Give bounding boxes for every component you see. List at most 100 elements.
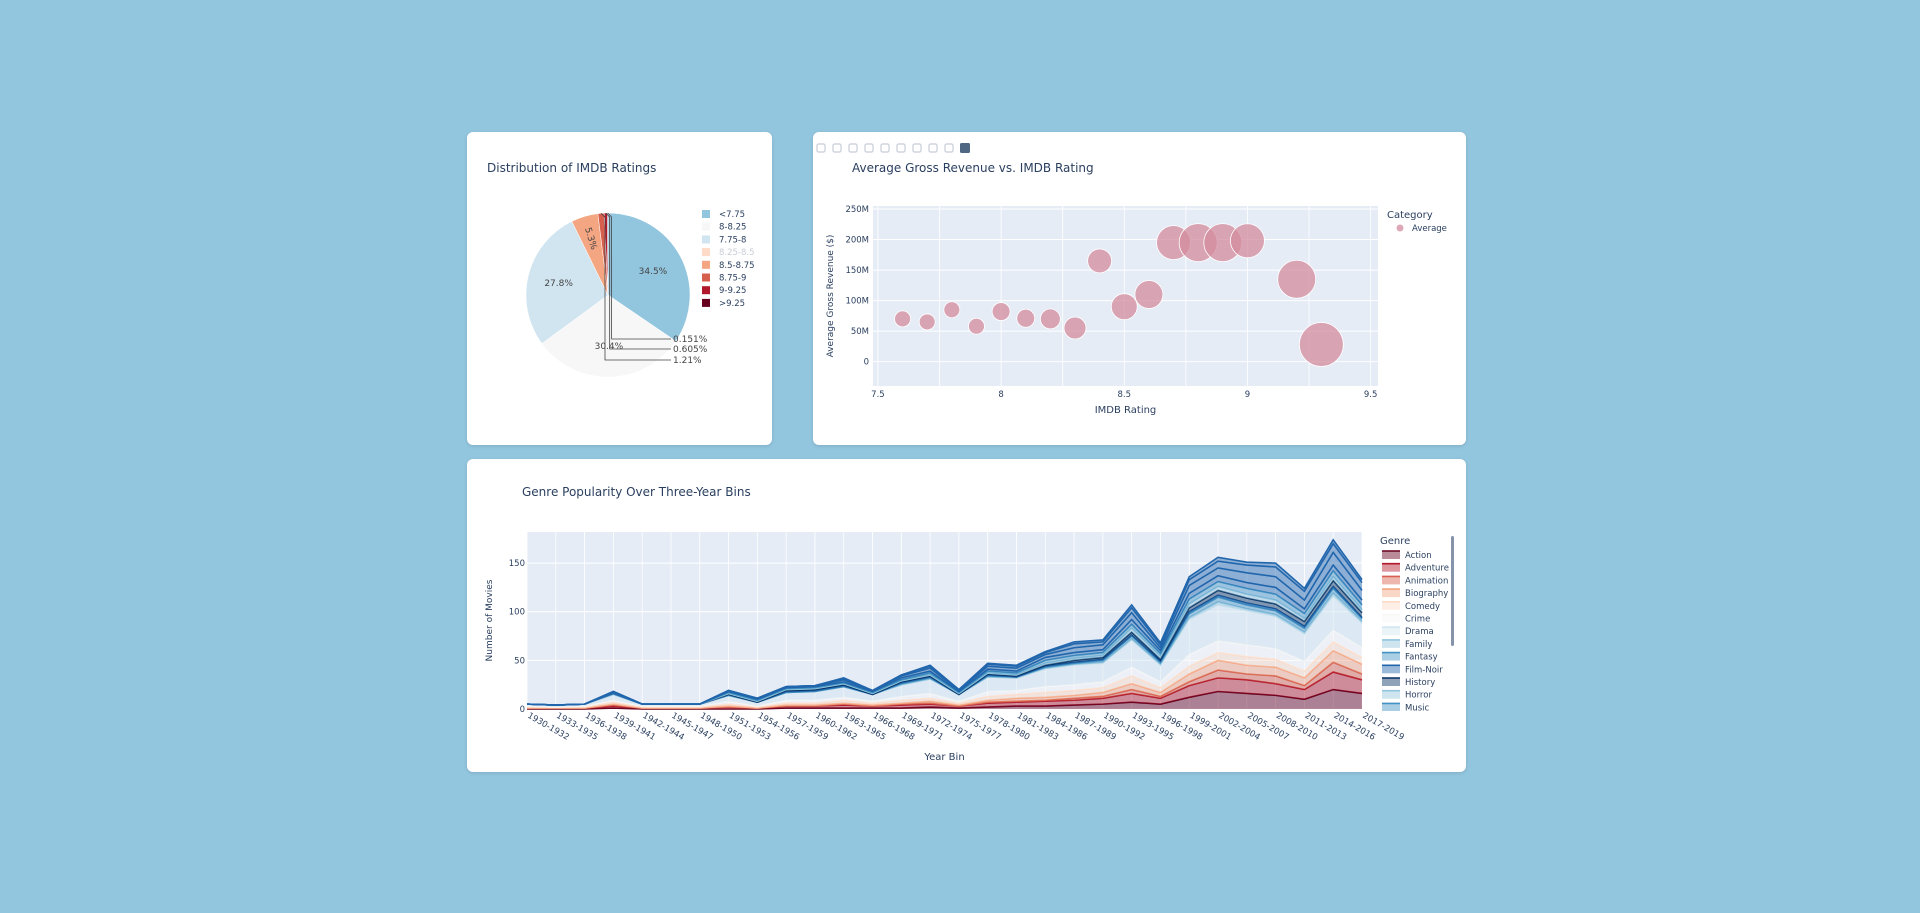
lasso-icon-shape	[880, 143, 890, 153]
autoscale-icon[interactable]	[928, 143, 938, 153]
legend-item[interactable]: Film-Noir	[1405, 665, 1443, 675]
legend-swatch	[1382, 678, 1400, 686]
pie-slice[interactable]	[541, 294, 677, 378]
legend-swatch	[1382, 703, 1400, 711]
slice-label-leader	[607, 212, 671, 340]
bubble-point[interactable]	[943, 301, 961, 319]
plotly-logo-icon[interactable]	[960, 143, 970, 153]
legend-swatch	[702, 273, 710, 282]
legend-item[interactable]: >9.25	[719, 299, 745, 309]
bubble-point[interactable]	[968, 317, 985, 335]
lasso-icon[interactable]	[880, 143, 890, 153]
legend-item[interactable]: Biography	[1405, 589, 1448, 599]
zoom-in-icon[interactable]	[896, 143, 906, 153]
pie-chart[interactable]: Distribution of IMDB Ratings 34.5% 30.4% 2…	[467, 132, 772, 445]
bubble-point[interactable]	[918, 313, 936, 331]
legend-swatch	[702, 235, 710, 244]
pie-slice[interactable]	[607, 212, 691, 342]
legend-swatch	[1382, 754, 1400, 762]
camera-icon[interactable]	[816, 143, 826, 153]
bubble-point[interactable]	[1298, 322, 1344, 367]
bubble-point[interactable]	[1134, 280, 1164, 309]
slice-label-leader	[600, 213, 671, 361]
y-tick-label: 100M	[845, 297, 869, 307]
y-tick-label: 150	[509, 559, 525, 569]
bubble-point[interactable]	[1063, 316, 1087, 340]
legend-title: Category	[1387, 210, 1433, 221]
legend-swatch	[702, 222, 710, 231]
pie-slice[interactable]	[525, 221, 609, 344]
area-chart[interactable]: Genre Popularity Over Three-Year Bins 0 5…	[467, 459, 1466, 772]
bubble-point[interactable]	[1087, 248, 1113, 274]
legend-item[interactable]: 8-8.25	[719, 223, 746, 233]
legend-item[interactable]: <7.75	[719, 210, 745, 220]
y-tick-label: 250M	[845, 205, 869, 215]
bubble-point[interactable]	[1016, 308, 1036, 328]
area-chart-card: Genre Popularity Over Three-Year Bins 0 5…	[467, 459, 1466, 772]
autoscale-icon-shape	[928, 143, 938, 153]
bubble-point[interactable]	[894, 310, 911, 328]
bubble-chart[interactable]: Average Gross Revenue vs. IMDB Rating 0 5…	[813, 132, 1466, 445]
legend-item[interactable]: 8.25-8.5	[719, 248, 755, 258]
y-tick-label: 150M	[845, 266, 869, 276]
bubble-point[interactable]	[1277, 259, 1317, 299]
x-tick-label: 8.5	[1118, 390, 1132, 400]
area-band[interactable]	[527, 650, 1362, 709]
bubble-point[interactable]	[1230, 223, 1265, 259]
legend-scrollbar[interactable]	[1451, 536, 1454, 646]
area-band[interactable]	[527, 672, 1362, 709]
legend-swatch	[1382, 652, 1400, 661]
x-tick-label: 8	[998, 390, 1003, 400]
legend-item[interactable]: Horror	[1405, 691, 1432, 701]
zoom-in-icon-shape	[896, 143, 906, 153]
legend-item[interactable]: Adventure	[1405, 564, 1449, 574]
box-select-icon-shape	[864, 143, 874, 153]
legend-item[interactable]: Music	[1405, 703, 1430, 713]
legend-swatch	[1382, 627, 1400, 636]
box-select-icon[interactable]	[864, 143, 874, 153]
legend-item[interactable]: Crime	[1405, 615, 1430, 625]
legend-item[interactable]: Thriller	[1404, 754, 1435, 764]
legend-swatch	[702, 248, 710, 257]
legend-swatch	[1382, 639, 1400, 648]
x-axis-title: Year Bin	[923, 752, 964, 763]
legend-swatch	[702, 298, 710, 307]
legend-item[interactable]: Sci-Fi	[1405, 742, 1427, 752]
legend-item[interactable]: Mystery	[1405, 716, 1439, 726]
y-tick-label: 200M	[845, 236, 869, 246]
bubble-point[interactable]	[1039, 308, 1061, 330]
legend-item[interactable]: 8.5-8.75	[719, 261, 755, 271]
legend-swatch	[702, 210, 710, 218]
home-icon-shape	[944, 143, 954, 153]
legend-item[interactable]: 9-9.25	[719, 286, 746, 296]
legend-item[interactable]: Animation	[1405, 576, 1448, 586]
x-axis-title: IMDB Rating	[1095, 405, 1157, 416]
legend-item[interactable]: Comedy	[1405, 602, 1440, 612]
legend-item[interactable]: Romance	[1405, 729, 1445, 739]
bubble-chart-card: Average Gross Revenue vs. IMDB Rating 0 5…	[813, 132, 1466, 445]
zoom-out-icon[interactable]	[912, 143, 922, 153]
area-line	[527, 688, 1363, 710]
legend: Action Adventure Animation Biography Comedy C…	[1382, 550, 1449, 764]
legend-swatch	[1382, 614, 1400, 623]
bubble-point[interactable]	[1110, 293, 1138, 321]
y-tick-label: 0	[520, 705, 525, 715]
legend-item[interactable]: Action	[1405, 551, 1432, 561]
zoom-icon[interactable]	[832, 143, 842, 153]
legend-swatch	[1396, 224, 1404, 232]
legend-item[interactable]: Fantasy	[1405, 653, 1438, 663]
legend-item[interactable]: History	[1405, 678, 1435, 688]
modebar	[816, 143, 970, 153]
legend-item[interactable]: 7.75-8	[719, 235, 746, 245]
legend-item[interactable]: Average	[1412, 224, 1447, 234]
legend-item[interactable]: Family	[1405, 640, 1432, 650]
legend-swatch	[1382, 742, 1400, 750]
legend-item[interactable]: Drama	[1405, 627, 1434, 637]
legend-item[interactable]: 8.75-9	[719, 274, 746, 284]
pan-icon[interactable]	[848, 143, 858, 153]
bubble-point[interactable]	[991, 302, 1011, 321]
pie-chart-title: Distribution of IMDB Ratings	[487, 161, 656, 175]
home-icon[interactable]	[944, 143, 954, 153]
area-band[interactable]	[527, 662, 1362, 709]
slice-label: 27.8%	[544, 279, 573, 289]
